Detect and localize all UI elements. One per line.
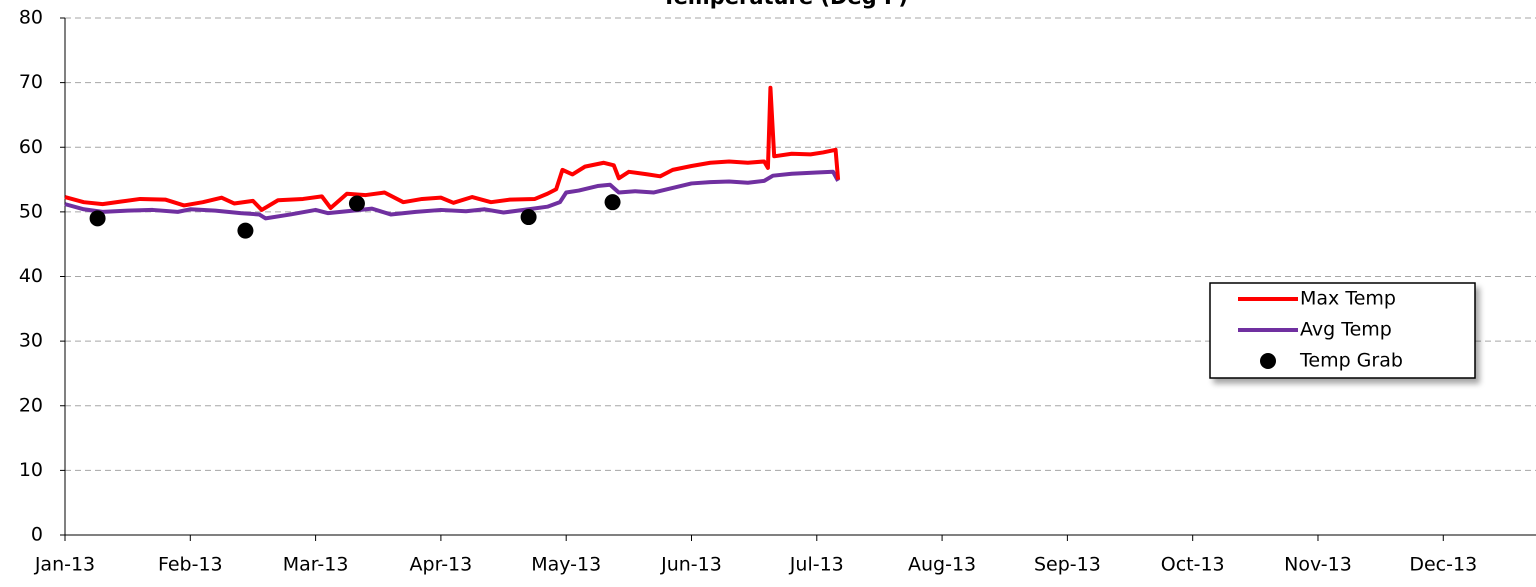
x-tick-label: Apr-13	[410, 554, 473, 576]
x-tick-label: Nov-13	[1284, 554, 1352, 576]
x-tick-label: Jan-13	[34, 554, 95, 576]
line-series	[64, 169, 840, 221]
y-tick-label: 60	[19, 136, 43, 158]
x-tick-label: Jun-13	[660, 554, 722, 576]
line-series	[64, 85, 841, 212]
y-tick-label: 0	[31, 524, 43, 546]
y-tick-label: 20	[19, 394, 43, 416]
y-tick-label: 10	[19, 459, 43, 481]
scatter-point	[348, 195, 365, 212]
y-tick-label: 30	[19, 330, 43, 352]
y-tick-label: 40	[19, 265, 43, 287]
y-tick-label: 70	[19, 71, 43, 93]
x-tick-label: Jul-13	[789, 554, 844, 576]
y-tick-label: 80	[19, 7, 43, 29]
chart-title: Temperature (Deg F)	[662, 0, 908, 9]
scatter-point	[89, 210, 106, 227]
legend-label: Avg Temp	[1300, 319, 1392, 341]
x-tick-label: Dec-13	[1409, 554, 1477, 576]
x-tick-label: Aug-13	[908, 554, 976, 576]
x-tick-label: Sep-13	[1034, 554, 1101, 576]
scatter-point	[237, 222, 254, 239]
x-tick-label: Feb-13	[158, 554, 223, 576]
legend-label: Temp Grab	[1299, 350, 1403, 372]
x-tick-label: Oct-13	[1161, 554, 1225, 576]
legend-marker	[1260, 353, 1276, 369]
x-tick-label: May-13	[531, 554, 601, 576]
scatter-point	[604, 194, 621, 211]
scatter-point	[520, 209, 537, 226]
y-tick-label: 50	[19, 200, 43, 222]
x-tick-label: Mar-13	[283, 554, 349, 576]
legend-label: Max Temp	[1300, 288, 1396, 310]
